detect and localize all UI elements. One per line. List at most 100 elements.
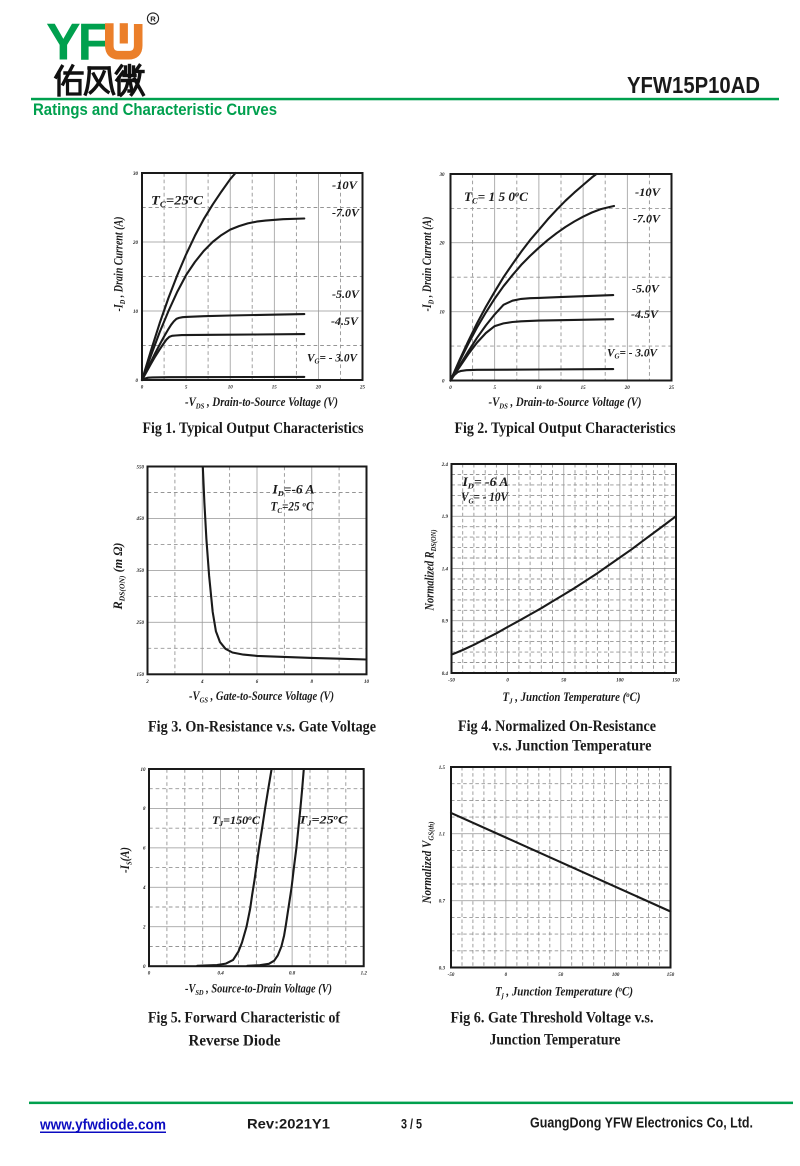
svg-text:YFW15P10AD: YFW15P10AD — [627, 72, 760, 98]
svg-text:Fig 3. On-Resistance v.s. Gat: Fig 3. On-Resistance v.s. Gate Voltage — [148, 719, 376, 736]
svg-text:YF: YF — [46, 14, 108, 72]
svg-text:Fig 6. Gate Threshold Voltage: Fig 6. Gate Threshold Voltage v.s. — [451, 1010, 654, 1027]
svg-text:10: 10 — [133, 310, 139, 315]
svg-text:TC= 1 5 0oC: TC= 1 5 0oC — [464, 189, 528, 205]
svg-text:8: 8 — [311, 680, 314, 685]
svg-text:www.yfwdiode.com: www.yfwdiode.com — [39, 1117, 166, 1134]
svg-text:10: 10 — [141, 768, 147, 773]
svg-text:100: 100 — [612, 973, 620, 978]
svg-text:25: 25 — [668, 386, 675, 391]
svg-text:150: 150 — [667, 973, 675, 978]
svg-text:-10V: -10V — [332, 180, 358, 192]
svg-text:4: 4 — [200, 680, 204, 685]
svg-text:-7.0V: -7.0V — [633, 214, 661, 226]
svg-text:-4.5V: -4.5V — [631, 309, 659, 321]
svg-text:25: 25 — [359, 386, 366, 391]
svg-text:5: 5 — [493, 386, 496, 391]
svg-text:0: 0 — [136, 379, 139, 384]
svg-text:0.4: 0.4 — [217, 972, 224, 977]
svg-text:0: 0 — [148, 972, 151, 977]
svg-text:0: 0 — [505, 973, 508, 978]
svg-text:3 / 5: 3 / 5 — [401, 1116, 422, 1132]
svg-text:Fig 4. Normalized On-Resistanc: Fig 4. Normalized On-Resistance — [458, 718, 656, 735]
svg-text:Fig 2. Typical Output Characte: Fig 2. Typical Output Characteristics — [455, 420, 676, 437]
svg-text:Reverse Diode: Reverse Diode — [189, 1033, 281, 1050]
svg-text:VG= - 3.0V: VG= - 3.0V — [607, 348, 658, 361]
svg-text:Ratings and Characteristic Cur: Ratings and Characteristic Curves — [33, 101, 277, 119]
svg-text:-IS(A): -IS(A) — [118, 847, 133, 873]
svg-text:0: 0 — [141, 386, 144, 391]
svg-text:350: 350 — [136, 569, 145, 574]
svg-text:0: 0 — [506, 679, 509, 684]
svg-text:v.s. Junction Temperature: v.s. Junction Temperature — [493, 738, 652, 755]
svg-text:Fig 5. Forward Characteristic: Fig 5. Forward Characteristic of — [148, 1010, 341, 1027]
svg-text:Normalized VGS(th): Normalized VGS(th) — [420, 821, 435, 904]
svg-text:0.8: 0.8 — [289, 972, 296, 977]
svg-text:6: 6 — [143, 847, 146, 852]
svg-text:-VGS , Gate-to-Source Voltage: -VGS , Gate-to-Source Voltage (V) — [189, 689, 334, 704]
svg-text:50: 50 — [561, 679, 567, 684]
svg-text:250: 250 — [136, 621, 145, 626]
svg-text:4: 4 — [142, 886, 146, 891]
svg-text:8: 8 — [143, 807, 146, 812]
svg-text:Normalized RDS(ON): Normalized RDS(ON) — [423, 529, 438, 611]
svg-text:-50: -50 — [448, 973, 455, 978]
svg-text:50: 50 — [558, 973, 564, 978]
svg-text:2: 2 — [142, 926, 146, 931]
svg-text:-ID , Drain Current (A): -ID , Drain Current (A) — [112, 217, 127, 312]
svg-text:20: 20 — [624, 386, 631, 391]
svg-text:1.5: 1.5 — [439, 766, 446, 771]
svg-text:Rev:2021Y1: Rev:2021Y1 — [247, 1116, 330, 1132]
svg-text:6: 6 — [256, 680, 259, 685]
svg-text:450: 450 — [136, 517, 145, 522]
svg-text:150: 150 — [137, 673, 145, 678]
svg-text:TJ , Junction Temperature (oC): TJ , Junction Temperature (oC) — [503, 690, 641, 706]
svg-text:VG= - 10V: VG= - 10V — [461, 490, 509, 505]
svg-text:-VDS , Drain-to-Source Voltage: -VDS , Drain-to-Source Voltage (V) — [489, 395, 642, 410]
svg-text:2.4: 2.4 — [441, 463, 449, 468]
svg-text:0: 0 — [442, 379, 445, 384]
svg-text:5: 5 — [185, 386, 188, 391]
svg-text:10: 10 — [440, 311, 446, 316]
svg-text:20: 20 — [439, 242, 446, 247]
svg-text:15: 15 — [581, 386, 587, 391]
svg-text:-5.0V: -5.0V — [332, 289, 360, 301]
svg-text:30: 30 — [439, 173, 446, 178]
svg-text:0.4: 0.4 — [442, 672, 449, 677]
svg-text:0.3: 0.3 — [439, 966, 446, 971]
svg-text:Junction Temperature: Junction Temperature — [490, 1032, 621, 1049]
svg-text:1.9: 1.9 — [442, 515, 449, 520]
svg-text:0.7: 0.7 — [439, 900, 446, 905]
svg-text:-ID , Drain Current (A): -ID , Drain Current (A) — [420, 217, 435, 312]
svg-text:0: 0 — [143, 965, 146, 970]
svg-text:TC=25 oC: TC=25 oC — [271, 499, 315, 515]
svg-text:20: 20 — [315, 386, 322, 391]
svg-text:15: 15 — [272, 386, 278, 391]
svg-text:550: 550 — [137, 465, 145, 470]
svg-text:10: 10 — [536, 386, 542, 391]
svg-text:RDS(ON) (m Ω): RDS(ON) (m Ω) — [111, 543, 126, 611]
svg-text:0.9: 0.9 — [442, 620, 449, 625]
svg-text:ID= -6 A: ID= -6 A — [461, 475, 508, 490]
svg-text:150: 150 — [672, 679, 680, 684]
svg-text:2: 2 — [145, 680, 149, 685]
svg-text:0: 0 — [449, 386, 452, 391]
svg-text:GuangDong YFW Electronics Co,: GuangDong YFW Electronics Co, Ltd. — [530, 1116, 753, 1132]
svg-text:VG= - 3.0V: VG= - 3.0V — [307, 353, 358, 366]
svg-text:100: 100 — [616, 679, 624, 684]
svg-text:-4.5V: -4.5V — [331, 316, 359, 328]
svg-text:10: 10 — [364, 680, 370, 685]
svg-text:-10V: -10V — [635, 187, 661, 199]
svg-text:ID=-6 A: ID=-6 A — [271, 483, 314, 498]
svg-text:-VDS , Drain-to-Source Voltage: -VDS , Drain-to-Source Voltage (V) — [185, 395, 338, 410]
svg-text:Tj , Junction Temperature (oC): Tj , Junction Temperature (oC) — [495, 984, 633, 1000]
svg-text:-7.0V: -7.0V — [332, 208, 360, 220]
svg-text:1.2: 1.2 — [361, 972, 368, 977]
svg-text:R: R — [150, 14, 156, 23]
svg-text:-VSD , Source-to-Drain Voltage: -VSD , Source-to-Drain Voltage (V) — [185, 982, 332, 997]
svg-text:1.1: 1.1 — [439, 833, 445, 838]
svg-text:TJ=150oC: TJ=150oC — [212, 813, 261, 828]
svg-text:-50: -50 — [448, 679, 455, 684]
